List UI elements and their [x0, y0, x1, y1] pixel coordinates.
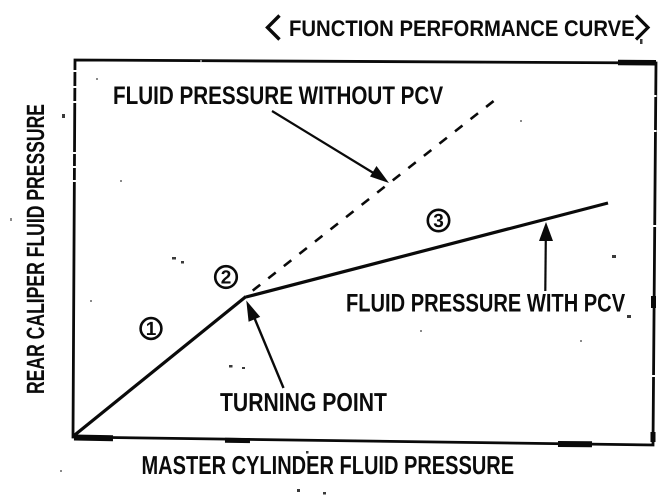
svg-text:FLUID PRESSURE WITH PCV: FLUID PRESSURE WITH PCV — [346, 290, 625, 318]
svg-text:REAR CALIPER FLUID PRESSURE: REAR CALIPER FLUID PRESSURE — [22, 104, 50, 394]
svg-text:FLUID PRESSURE WITHOUT PCV: FLUID PRESSURE WITHOUT PCV — [113, 82, 443, 110]
svg-text:FUNCTION PERFORMANCE CURVE: FUNCTION PERFORMANCE CURVE — [289, 16, 635, 41]
svg-text:TURNING POINT: TURNING POINT — [220, 387, 387, 417]
svg-text:MASTER CYLINDER FLUID PRESSURE: MASTER CYLINDER FLUID PRESSURE — [142, 450, 515, 480]
svg-text:2: 2 — [221, 268, 232, 289]
svg-text:1: 1 — [146, 319, 157, 340]
svg-text:3: 3 — [433, 211, 444, 232]
